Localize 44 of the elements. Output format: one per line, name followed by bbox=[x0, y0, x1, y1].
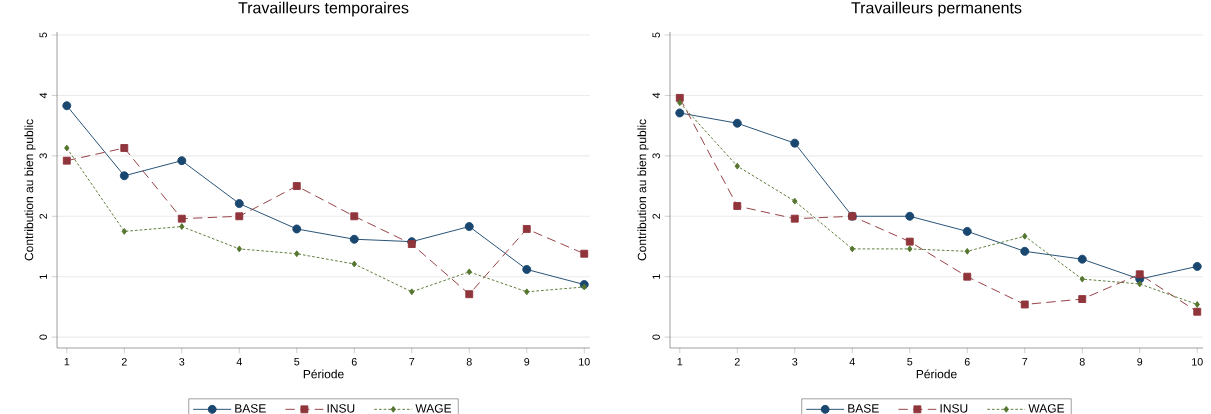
y-tick-label: 4 bbox=[652, 92, 660, 99]
x-tick-label: 5 bbox=[907, 358, 913, 366]
x-tick-label: 8 bbox=[1079, 358, 1085, 366]
x-tick-label: 3 bbox=[179, 358, 185, 366]
legend-label: WAGE bbox=[1028, 404, 1065, 413]
x-tick-label: 7 bbox=[1022, 358, 1028, 366]
x-tick-label: 9 bbox=[524, 358, 530, 366]
x-tick-label: 4 bbox=[236, 358, 242, 366]
x-tick-label: 2 bbox=[121, 358, 127, 366]
x-tick-label: 4 bbox=[849, 358, 855, 366]
legend-label: INSU bbox=[327, 404, 355, 413]
x-tick-label: 9 bbox=[1137, 358, 1143, 366]
legend-label: BASE bbox=[235, 404, 266, 413]
x-axis-title: Période bbox=[916, 369, 957, 379]
x-tick-label: 7 bbox=[409, 358, 415, 366]
chart-title: Travailleurs permanents bbox=[851, 1, 1022, 17]
x-tick-label: 1 bbox=[64, 358, 70, 366]
legend-label: BASE bbox=[848, 404, 879, 413]
legend-label: INSU bbox=[940, 404, 968, 413]
y-axis-title: Contribution au bien public bbox=[24, 119, 36, 261]
x-tick-label: 2 bbox=[734, 358, 740, 366]
chart-title: Travailleurs temporaires bbox=[238, 1, 409, 17]
x-axis-title: Période bbox=[303, 369, 344, 379]
y-tick-label: 5 bbox=[39, 32, 47, 38]
x-tick-label: 6 bbox=[351, 358, 357, 366]
y-tick-label: 4 bbox=[39, 92, 47, 99]
y-tick-label: 3 bbox=[652, 153, 660, 159]
y-tick-label: 0 bbox=[652, 334, 660, 340]
y-axis-title: Contribution au bien public bbox=[637, 119, 649, 261]
legend-label: WAGE bbox=[415, 404, 452, 413]
x-tick-label: 10 bbox=[579, 358, 590, 366]
y-tick-label: 1 bbox=[39, 274, 47, 279]
x-tick-label: 1 bbox=[677, 358, 683, 366]
y-tick-label: 1 bbox=[652, 274, 660, 279]
x-tick-label: 6 bbox=[964, 358, 970, 366]
y-tick-label: 2 bbox=[39, 213, 47, 219]
x-tick-label: 5 bbox=[294, 358, 300, 366]
y-tick-label: 0 bbox=[39, 334, 47, 340]
y-tick-label: 5 bbox=[652, 32, 660, 38]
x-tick-label: 10 bbox=[1192, 358, 1203, 366]
x-tick-label: 3 bbox=[792, 358, 798, 366]
x-tick-label: 8 bbox=[466, 358, 472, 366]
y-tick-label: 2 bbox=[652, 213, 660, 219]
y-tick-label: 3 bbox=[39, 153, 47, 159]
